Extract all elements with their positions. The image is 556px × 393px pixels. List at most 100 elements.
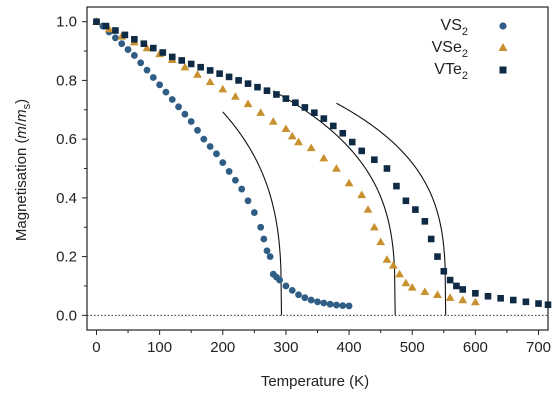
data-point-series-0 — [130, 52, 138, 59]
data-point-series-0 — [206, 143, 214, 150]
data-point-series-2 — [93, 18, 100, 25]
data-point-series-0 — [263, 247, 271, 255]
data-point-series-2 — [427, 235, 435, 243]
data-point-series-1 — [256, 108, 266, 116]
legend-label-vs2: VS2 — [441, 17, 468, 38]
y-tick-label: 1.0 — [56, 14, 77, 31]
y-tick-label: 0.6 — [56, 131, 77, 148]
data-point-series-0 — [213, 150, 220, 158]
data-point-series-0 — [301, 294, 309, 302]
y-tick-label: 0.0 — [56, 307, 77, 324]
data-point-series-2 — [402, 197, 410, 205]
legend-label-vse2: VSe2 — [432, 39, 468, 60]
data-point-series-0 — [250, 209, 258, 216]
y-tick-label: 0.8 — [56, 72, 77, 89]
data-point-series-0 — [339, 302, 347, 310]
legend-marker-vs2 — [499, 22, 507, 30]
x-tick-label: 300 — [273, 339, 298, 356]
x-tick-label: 400 — [337, 339, 362, 356]
data-point-series-0 — [181, 110, 189, 118]
data-point-series-0 — [266, 253, 274, 260]
data-point-series-1 — [382, 255, 392, 263]
data-point-series-0 — [149, 74, 157, 81]
data-point-series-2 — [339, 129, 347, 137]
data-point-series-2 — [535, 300, 542, 307]
data-point-series-1 — [369, 222, 379, 231]
data-point-series-2 — [168, 53, 176, 61]
data-point-series-2 — [497, 294, 504, 302]
data-point-series-2 — [273, 91, 280, 98]
data-point-series-0 — [232, 176, 239, 184]
data-point-series-2 — [235, 77, 242, 84]
data-point-series-1 — [281, 124, 291, 133]
data-point-series-1 — [243, 99, 253, 108]
x-tick-label: 0 — [92, 339, 100, 356]
data-point-series-0 — [137, 59, 145, 67]
data-point-series-2 — [472, 289, 479, 297]
data-point-series-1 — [344, 178, 354, 187]
y-axis-ticks: 0.0 0.2 0.4 0.6 0.8 1.0 — [56, 14, 87, 324]
data-point-series-2 — [206, 67, 214, 74]
data-point-series-0 — [225, 168, 233, 175]
data-point-series-2 — [484, 292, 492, 300]
legend-label-vte2: VTe2 — [434, 61, 468, 82]
y-tick-label: 0.4 — [56, 190, 77, 207]
data-point-series-0 — [112, 34, 119, 42]
data-point-series-2 — [187, 60, 195, 68]
data-point-series-1 — [401, 278, 411, 287]
x-tick-label: 600 — [463, 339, 488, 356]
data-point-series-0 — [143, 66, 151, 74]
data-point-series-2 — [509, 296, 517, 304]
data-point-series-2 — [459, 286, 467, 293]
data-point-series-2 — [320, 115, 328, 122]
data-point-series-0 — [260, 235, 268, 243]
data-point-series-0 — [288, 286, 296, 294]
data-point-series-1 — [268, 117, 278, 125]
data-point-series-0 — [326, 300, 334, 308]
x-axis-label: Temperature (K) — [261, 373, 369, 390]
data-point-series-1 — [287, 131, 297, 140]
legend-marker-vse2 — [498, 43, 508, 51]
fit-curve-2 — [336, 102, 447, 316]
x-tick-label: 700 — [526, 339, 551, 356]
data-point-series-2 — [282, 95, 290, 102]
data-point-series-1 — [319, 153, 329, 162]
data-point-series-2 — [393, 182, 400, 190]
data-point-series-1 — [357, 190, 367, 199]
y-tick-label: 0.2 — [56, 249, 77, 266]
data-point-series-2 — [522, 298, 530, 306]
data-point-series-2 — [292, 99, 299, 107]
data-point-series-0 — [194, 126, 201, 134]
data-point-series-1 — [142, 43, 152, 52]
data-point-series-2 — [216, 70, 223, 77]
data-point-series-2 — [434, 253, 441, 260]
data-point-series-1 — [420, 287, 430, 296]
y-axis-label: Magnetisation (m/ms) — [13, 99, 33, 241]
legend-marker-vte2 — [499, 66, 507, 74]
legend: VS2 VSe2 VTe2 — [432, 17, 508, 82]
data-point-series-2 — [102, 22, 110, 30]
data-point-series-2 — [150, 44, 157, 52]
data-point-series-2 — [348, 138, 356, 146]
data-point-series-2 — [263, 87, 271, 94]
data-point-series-0 — [295, 291, 302, 299]
data-point-series-2 — [254, 83, 261, 91]
data-point-series-0 — [124, 46, 132, 53]
data-point-series-2 — [329, 122, 337, 130]
data-point-series-2 — [412, 206, 419, 213]
data-point-series-1 — [231, 92, 240, 100]
data-point-series-0 — [175, 103, 182, 111]
data-points — [92, 17, 552, 310]
data-point-series-2 — [159, 49, 167, 56]
data-point-series-0 — [276, 276, 284, 284]
legend-entry-vs2: VS2 — [441, 17, 507, 38]
data-point-series-2 — [440, 267, 448, 275]
data-point-series-0 — [320, 299, 328, 307]
data-point-series-0 — [314, 298, 321, 306]
data-point-series-0 — [282, 282, 290, 290]
legend-entry-vse2: VSe2 — [432, 39, 508, 60]
data-point-series-1 — [193, 70, 202, 78]
data-point-series-2 — [112, 27, 119, 34]
data-point-series-1 — [306, 143, 316, 152]
